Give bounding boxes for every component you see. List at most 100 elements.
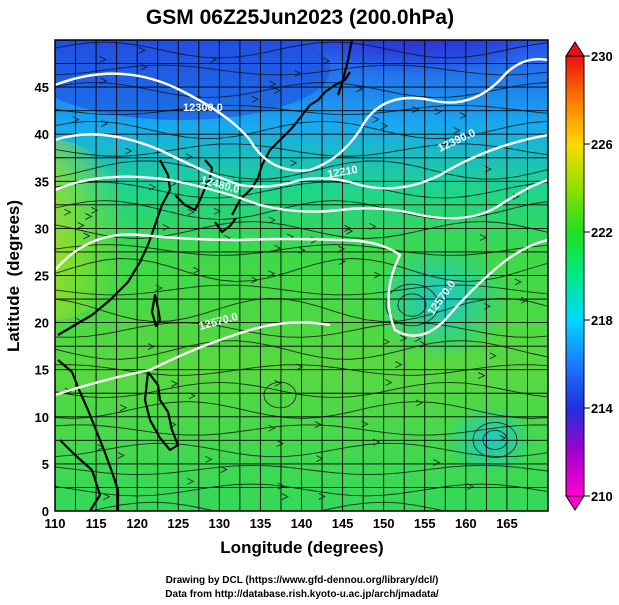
vortex-streamline [397,293,427,317]
streamline-arrow [103,493,111,501]
streamline-arrow [187,208,195,216]
y-tick-label: 40 [35,127,49,142]
x-tick-label: 160 [455,516,477,531]
cyan-vortex-region [370,240,510,360]
streamline-arrow [213,207,222,215]
streamline-arrow [186,477,195,485]
streamline-arrow [273,244,282,252]
contour-label-12210: 12210 [326,164,358,181]
contour-12480 [55,175,548,220]
x-tick-label: 115 [86,516,107,531]
streamline-arrow [205,455,213,463]
colorbar-ticks: 210 214 218 222 226 230 [584,49,613,504]
x-axis-label: Longitude (degrees) [220,538,383,557]
coast-japan [231,71,351,216]
contour-12390 [55,133,548,190]
credit-data: Data from http://database.rish.kyoto-u.a… [165,589,439,600]
streamline-arrow [250,276,259,284]
coast-sakhalin [336,40,354,96]
y-tick-label: 20 [35,316,49,331]
streamline-arrow [72,116,80,124]
colorbar-tick-label: 218 [591,313,613,328]
streamline-arrow [382,338,391,346]
x-tick-label: 150 [373,516,395,531]
streamline-arrow [399,334,408,342]
x-tick-label: 140 [291,516,313,531]
contour-12570-south [55,321,331,397]
coast-korea [174,159,214,212]
y-tick-labels: 0 5 10 15 20 25 30 35 40 45 [35,80,49,519]
y-tick-label: 10 [35,410,49,425]
x-tick-label: 145 [332,516,354,531]
streamline-arrow [188,392,196,400]
streamline-arrow [125,147,133,155]
streamline-arrow [185,153,193,161]
colorbar-top-arrow [565,41,585,57]
streamline-arrow [372,116,380,123]
warm-region [55,140,125,320]
streamline-arrow [395,361,403,369]
vortex-streamline [385,283,439,327]
colorbar-bottom-arrow [565,495,585,511]
streamline-arrow [83,232,91,240]
streamline-arrow [77,222,85,229]
coast-taiwan [150,293,162,328]
coast-china [57,159,172,336]
x-tick-label: 130 [208,516,230,531]
coast-philippines [143,370,180,452]
colorbar: 210 214 218 222 226 230 [565,41,613,511]
plot-area: 12300.0 12390.0 12210 12480.0 12570.0 12… [55,40,548,511]
streamline-arrow [100,77,108,85]
y-tick-label: 45 [35,80,49,95]
height-contours [55,58,548,397]
streamline-arrow [101,120,109,127]
streamline-arrow [453,127,461,134]
streamline-arrow [338,258,346,265]
grid [55,40,548,511]
colorbar-tick-label: 222 [591,225,613,240]
streamline-arrow [466,483,475,491]
y-tick-label: 35 [35,174,49,189]
streamline-arrow [415,399,424,407]
y-tick-label: 0 [42,504,49,519]
cold-region-nw [55,40,330,120]
x-tick-label: 120 [126,516,148,531]
streamline-arrow [412,106,420,113]
streamline-arrow [140,63,148,71]
streamline-arrow [251,95,259,103]
x-tick-labels: 110 115 120 125 130 135 140 145 150 155 160 165 [45,516,518,531]
streamline-arrow [268,424,276,432]
streamline-arrow [220,466,228,473]
streamline-arrow [489,352,497,360]
colorbar-gradient [565,55,585,497]
streamline-arrow [294,70,302,77]
colorbar-tick-label: 226 [591,137,613,152]
streamline-arrow [268,216,276,224]
coastlines [57,40,354,511]
y-tick-label: 15 [35,363,49,378]
streamline-arrow [373,271,382,279]
contour-12300 [55,58,548,172]
colorbar-tick-label: 210 [591,489,613,504]
streamline-arrow [290,159,298,167]
streamline-arrow [91,207,99,214]
streamline-arrow [138,47,146,54]
vortex-streamline [263,381,297,409]
coast-kyushu [214,217,237,234]
streamline-arrow [170,380,179,388]
streamline-arrow [269,80,277,88]
streamline-arrow [99,56,107,63]
y-tick-label: 25 [35,269,49,284]
streamline-arrow [514,278,522,286]
credit-drawing: Drawing by DCL (https://www.gfd-dennou.o… [166,575,439,586]
streamline-arrow [276,440,284,447]
x-tick-label: 125 [167,516,189,531]
colorbar-tick-label: 214 [591,401,613,416]
x-tick-label: 165 [496,516,518,531]
streamline-arrow [273,87,282,95]
contour-12570-north [55,233,548,337]
streamline-arrow [281,493,289,501]
streamline-arrow [478,372,486,379]
x-tick-label: 110 [45,516,66,531]
